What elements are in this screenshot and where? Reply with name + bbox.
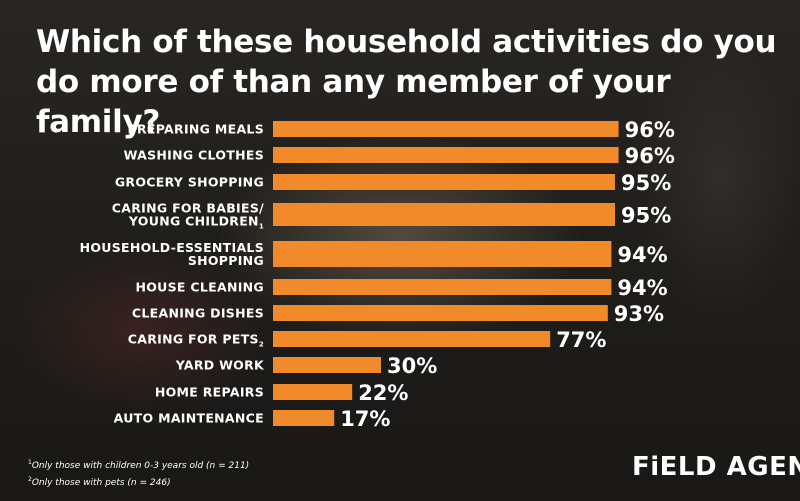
bar-7 xyxy=(273,331,551,347)
category-label-2: GROCERY SHOPPING xyxy=(115,175,264,190)
footnote-1-text: Only those with children 0-3 years old (… xyxy=(31,461,250,471)
value-label-6: 93% xyxy=(614,302,664,326)
footnote-ref-7: 2 xyxy=(259,341,264,349)
category-label-8: YARD WORK xyxy=(175,358,265,373)
value-label-5: 94% xyxy=(617,276,667,300)
logo-text: FiELD AGENT xyxy=(632,452,800,482)
bar-5 xyxy=(273,279,612,295)
category-label-9: HOME REPAIRS xyxy=(155,385,264,400)
footnote-1: 1Only those with children 0-3 years old … xyxy=(28,459,249,471)
category-label-10: AUTO MAINTENANCE xyxy=(114,411,264,426)
value-label-9: 22% xyxy=(358,381,408,405)
category-label-6: CLEANING DISHES xyxy=(132,306,264,321)
chart-title: Which of these household activities do y… xyxy=(36,24,777,140)
value-label-7: 77% xyxy=(556,328,606,352)
footnote-ref-3: 1 xyxy=(259,223,264,231)
bar-1 xyxy=(273,147,619,163)
footnote-2-mark: 2 xyxy=(28,476,32,483)
bar-3 xyxy=(273,203,615,226)
bar-0 xyxy=(273,121,619,137)
category-label-3: CARING FOR BABIES/YOUNG CHILDREN1 xyxy=(112,201,264,231)
value-label-8: 30% xyxy=(387,354,437,378)
value-label-10: 17% xyxy=(340,407,390,431)
value-label-1: 96% xyxy=(625,144,675,168)
bar-8 xyxy=(273,357,381,373)
footnote-2: 2Only those with pets (n = 246) xyxy=(28,476,171,488)
value-label-2: 95% xyxy=(621,171,671,195)
footnote-2-text: Only those with pets (n = 246) xyxy=(31,478,171,488)
footnote-1-mark: 1 xyxy=(28,459,32,466)
bar-4 xyxy=(273,241,612,267)
category-label-4: HOUSEHOLD-ESSENTIALS SHOPPING xyxy=(80,240,264,268)
bar-2 xyxy=(273,174,615,190)
bar-9 xyxy=(273,384,353,400)
bar-10 xyxy=(273,410,335,426)
value-label-4: 94% xyxy=(617,243,667,267)
category-label-1: WASHING CLOTHES xyxy=(124,148,264,163)
category-label-5: HOUSE CLEANING xyxy=(135,280,264,295)
field-agent-logo: FiELD AGENT® xyxy=(632,452,800,482)
bar-6 xyxy=(273,305,608,321)
category-label-0: PREPARING MEALS xyxy=(128,122,264,137)
value-label-3: 95% xyxy=(621,204,671,228)
category-label-7: CARING FOR PETS2 xyxy=(128,332,264,349)
value-label-0: 96% xyxy=(625,118,675,142)
